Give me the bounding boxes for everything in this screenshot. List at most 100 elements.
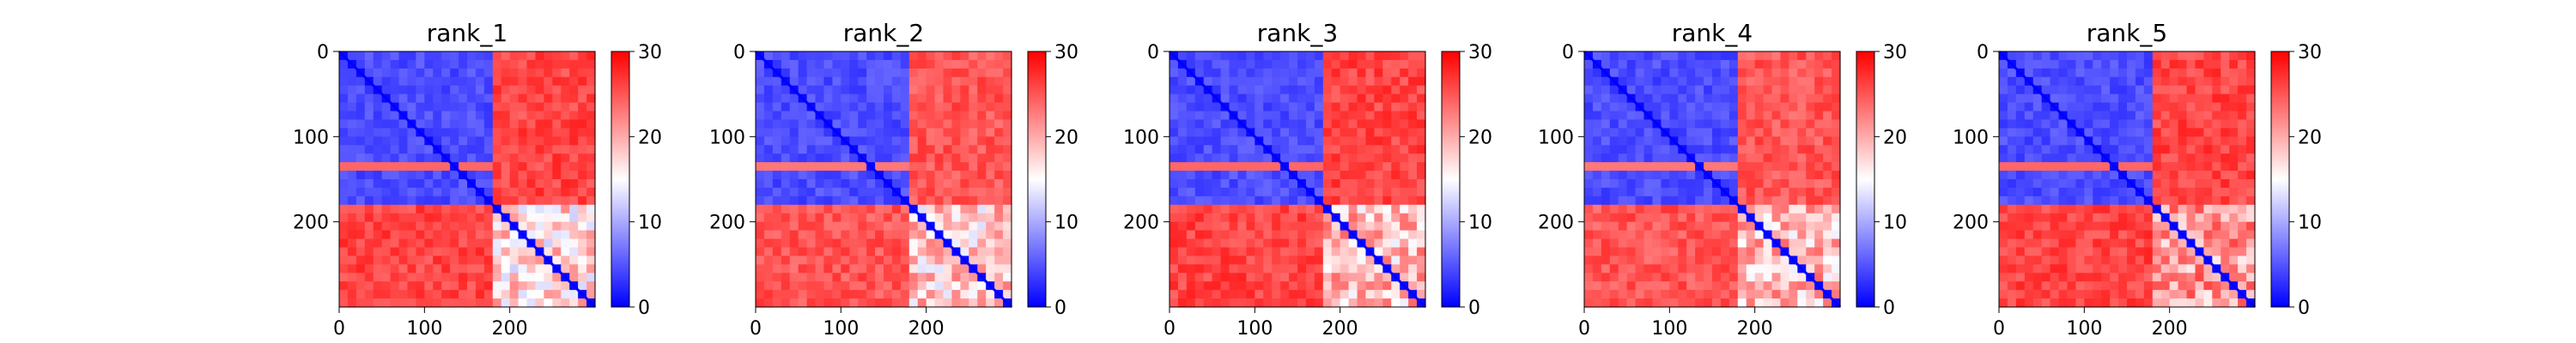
heatmap-cell [900, 145, 910, 154]
heatmap-cell [2101, 247, 2111, 256]
heatmap-cell [841, 273, 850, 282]
heatmap-cell [815, 59, 825, 69]
heatmap-cell [1237, 230, 1247, 240]
heatmap-cell [866, 128, 876, 137]
heatmap-cell [2067, 102, 2076, 112]
heatmap-cell [2186, 128, 2196, 137]
heatmap-cell [1365, 171, 1375, 180]
heatmap-cell [1417, 204, 1426, 214]
heatmap-cell [381, 153, 392, 163]
heatmap-cell [2110, 187, 2119, 197]
heatmap-cell [569, 213, 579, 223]
heatmap-cell [1661, 119, 1670, 129]
heatmap-cell [2160, 221, 2171, 232]
heatmap-cell [2152, 230, 2162, 240]
heatmap-cell [1737, 221, 1747, 232]
heatmap-cell [1832, 196, 1841, 206]
heatmap-cell [951, 162, 961, 172]
heatmap-cell [1365, 213, 1375, 223]
heatmap-cell [1720, 179, 1730, 189]
heatmap-cell [832, 85, 841, 95]
heatmap-cell [535, 238, 544, 249]
heatmap-cell [1212, 119, 1222, 129]
heatmap-cell [467, 247, 477, 256]
heatmap-cell [535, 230, 544, 240]
heatmap-cell [1186, 213, 1196, 223]
heatmap-cell [875, 179, 884, 189]
heatmap-cell [1220, 111, 1230, 121]
heatmap-cell [1314, 85, 1324, 95]
heatmap-cell [1746, 68, 1756, 78]
heatmap-cell [1203, 298, 1213, 308]
heatmap-cell [943, 196, 953, 206]
heatmap-cell [951, 290, 961, 299]
heatmap-cell [977, 187, 987, 197]
heatmap-cell [1584, 221, 1594, 232]
heatmap-cell [994, 102, 1004, 112]
heatmap-cell [2015, 145, 2026, 154]
heatmap-cell [866, 213, 876, 223]
heatmap-cell [2015, 213, 2026, 223]
x-tick-label: 100 [2066, 318, 2102, 340]
heatmap-cell [1754, 264, 1765, 274]
heatmap-cell [960, 136, 969, 146]
heatmap-cell [2221, 290, 2230, 299]
heatmap-cell [483, 59, 494, 69]
heatmap-cell [1704, 256, 1713, 265]
heatmap-cell [1695, 256, 1704, 265]
heatmap-cell [1417, 102, 1426, 112]
heatmap-cell [2067, 213, 2076, 223]
heatmap-cell [2246, 111, 2256, 121]
heatmap-cell [2212, 187, 2221, 197]
heatmap-cell [467, 187, 477, 197]
heatmap-cell [1289, 238, 1298, 249]
heatmap-cell [900, 171, 910, 180]
heatmap-cell [381, 281, 392, 291]
heatmap-cell [2238, 230, 2247, 240]
heatmap-cell [2143, 128, 2154, 137]
heatmap-cell [1806, 153, 1815, 163]
heatmap-cell [1237, 93, 1247, 104]
heatmap-cell [518, 93, 528, 104]
heatmap-cell [917, 187, 927, 197]
panel-title: rank_1 [427, 19, 507, 47]
heatmap-cell [977, 204, 987, 214]
heatmap-cell [1780, 221, 1789, 232]
heatmap-cell [1400, 85, 1409, 95]
heatmap-cell [977, 162, 987, 172]
heatmap-cell [2229, 136, 2239, 146]
heatmap-cell [2152, 85, 2162, 95]
heatmap-cell [891, 171, 902, 180]
heatmap-cell [926, 187, 936, 197]
heatmap-cell [1272, 281, 1281, 291]
heatmap-cell [586, 162, 596, 172]
heatmap-cell [806, 264, 817, 274]
heatmap-cell [994, 128, 1004, 137]
heatmap-cell [2041, 76, 2051, 87]
heatmap-cell [2050, 145, 2060, 154]
heatmap-cell [1220, 221, 1230, 232]
heatmap-cell [1814, 153, 1824, 163]
heatmap-cell [781, 247, 791, 256]
heatmap-cell [2169, 187, 2179, 197]
heatmap-cell [2152, 281, 2162, 291]
heatmap-cell [1806, 290, 1815, 299]
heatmap-cell [1417, 247, 1426, 256]
heatmap-cell [891, 76, 902, 87]
heatmap-cell [823, 247, 833, 256]
heatmap-cell [1806, 221, 1815, 232]
colorbar-tick-label: 30 [2298, 42, 2322, 63]
heatmap-cell [2093, 162, 2102, 172]
heatmap-cell [1999, 162, 2008, 172]
heatmap-cell [926, 102, 936, 112]
heatmap-cell [1272, 85, 1281, 95]
heatmap-cell [884, 128, 893, 137]
heatmap-cell [1365, 93, 1375, 104]
heatmap-cell [1331, 162, 1341, 172]
heatmap-cell [347, 196, 357, 206]
heatmap-cell [815, 136, 825, 146]
heatmap-cell [926, 298, 936, 308]
heatmap-cell [1374, 136, 1383, 146]
heatmap-cell [1340, 238, 1350, 249]
heatmap-cell [1686, 187, 1696, 197]
